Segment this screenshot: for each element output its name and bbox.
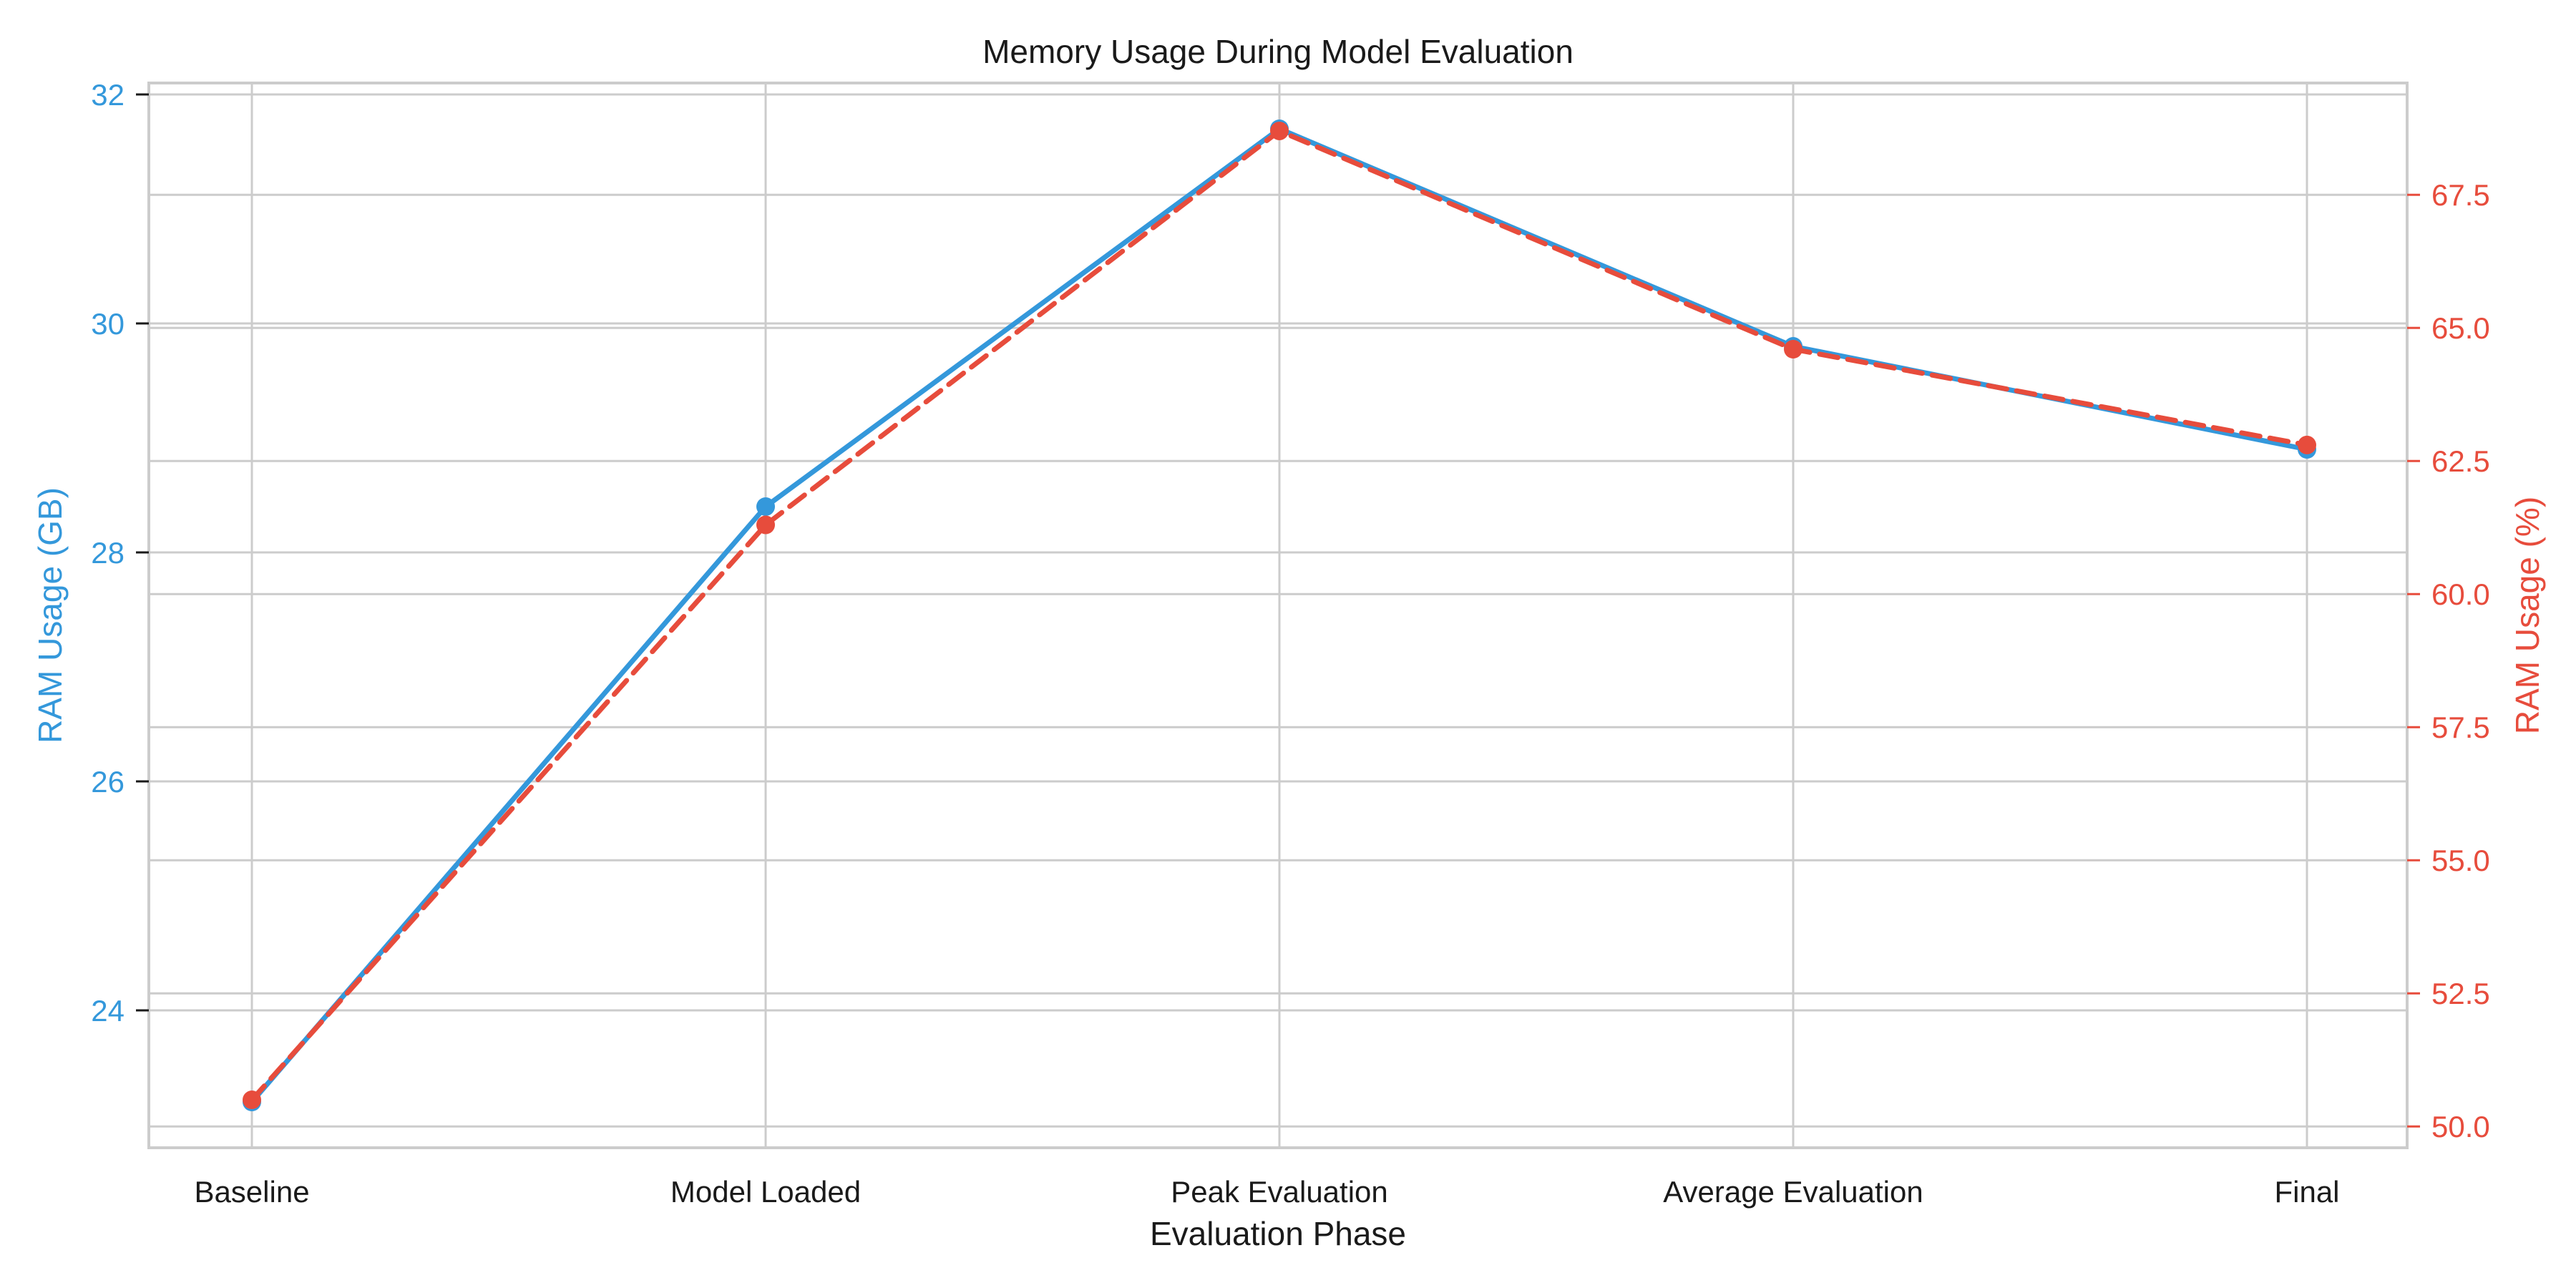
- x-tick-label: Baseline: [194, 1175, 309, 1209]
- y-left-tick-label: 32: [91, 78, 125, 112]
- tick-group: Baseline Model Loaded Peak Evaluation Avera…: [91, 78, 2489, 1209]
- y-right-tick-label: 62.5: [2431, 444, 2490, 478]
- x-tick-label: Final: [2274, 1175, 2339, 1209]
- data-point-percent: [2298, 435, 2316, 454]
- y-right-tick-label: 67.5: [2431, 178, 2490, 212]
- data-point-percent: [756, 515, 775, 535]
- data-point-percent: [1784, 340, 1802, 358]
- series-group: [243, 119, 2316, 1111]
- y-right-tick-label: 57.5: [2431, 711, 2490, 744]
- x-axis-label: Evaluation Phase: [1150, 1215, 1406, 1252]
- y-right-tick-label: 55.0: [2431, 844, 2490, 877]
- y-right-tick-label: 60.0: [2431, 577, 2490, 611]
- y-right-tick-label: 65.0: [2431, 311, 2490, 345]
- x-tick-label: Model Loaded: [670, 1175, 861, 1209]
- data-point-gb: [756, 497, 775, 516]
- data-point-percent: [243, 1091, 261, 1110]
- plot-frame: [147, 82, 2409, 1149]
- y-left-tick-label: 26: [91, 765, 125, 799]
- y-axis-left-label: RAM Usage (GB): [31, 487, 69, 743]
- x-tick-label: Average Evaluation: [1663, 1175, 1923, 1209]
- chart-title: Memory Usage During Model Evaluation: [982, 33, 1574, 70]
- data-point-percent: [1270, 121, 1289, 140]
- y-axis-right-label: RAM Usage (%): [2509, 497, 2546, 734]
- y-left-tick-label: 30: [91, 307, 125, 341]
- y-left-tick-label: 28: [91, 536, 125, 570]
- y-right-tick-label: 50.0: [2431, 1110, 2490, 1143]
- y-right-tick-label: 52.5: [2431, 977, 2490, 1010]
- x-tick-label: Peak Evaluation: [1171, 1175, 1388, 1209]
- grid-lines: [149, 83, 2407, 1148]
- y-left-tick-label: 24: [91, 994, 125, 1028]
